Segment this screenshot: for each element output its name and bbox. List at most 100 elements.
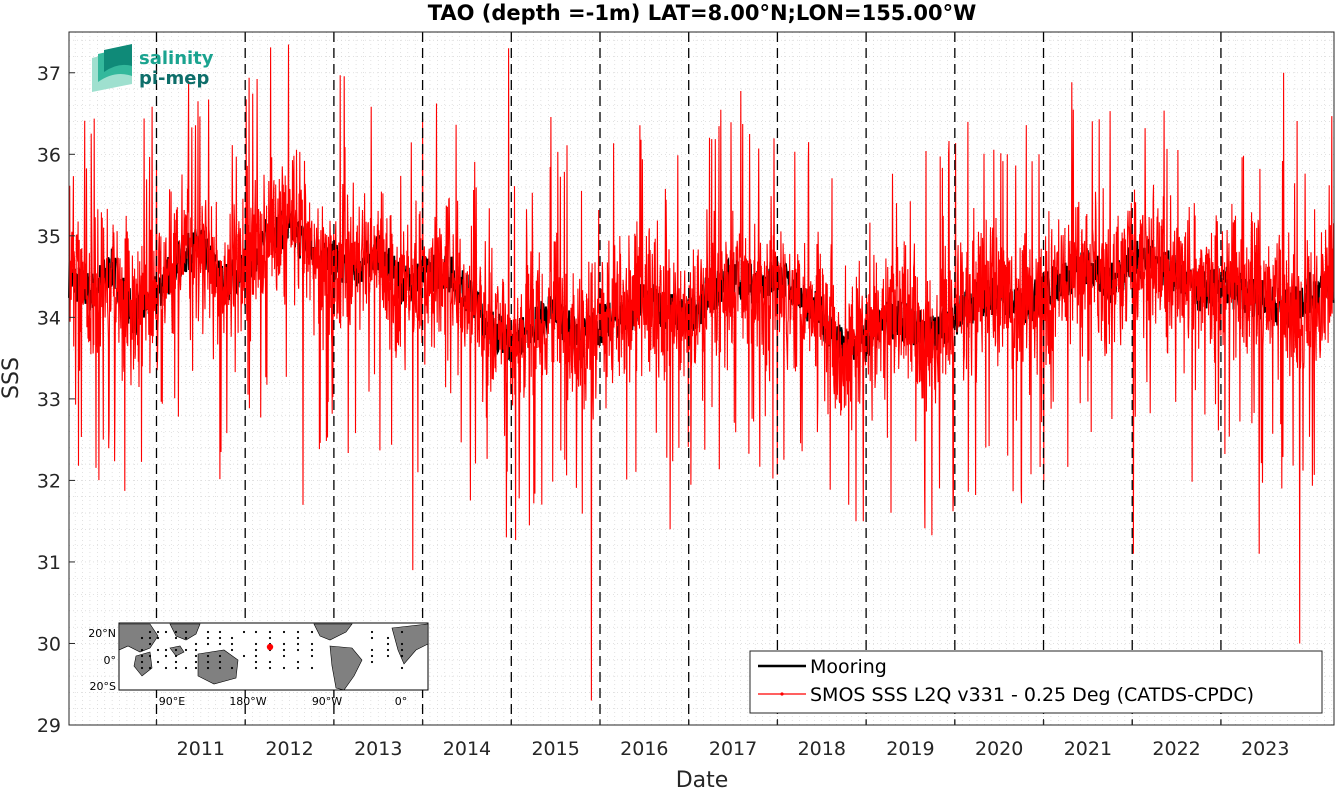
inset-mooring-dot xyxy=(206,654,210,658)
inset-mooring-dot xyxy=(206,642,210,646)
inset-mooring-dot xyxy=(156,630,160,634)
x-tick-label: 2015 xyxy=(531,738,579,760)
y-tick-label: 32 xyxy=(37,470,61,492)
x-tick-label: 2017 xyxy=(709,738,757,760)
inset-mooring-dot xyxy=(194,654,198,658)
inset-mooring-dot xyxy=(230,648,234,652)
inset-map: 20°N 0° 20°S 90°E 180°W 90°W 0° xyxy=(88,622,429,708)
inset-lat-label-20s: 20°S xyxy=(90,680,116,693)
inset-lat-label-20n: 20°N xyxy=(88,627,116,640)
inset-lon-label-90e: 90°E xyxy=(159,695,185,708)
inset-mooring-dot xyxy=(310,630,314,634)
inset-mooring-dot xyxy=(140,666,144,670)
x-tick-label: 2011 xyxy=(177,738,225,760)
logo-wave-icon xyxy=(92,44,132,92)
inset-mooring-dot xyxy=(268,660,272,664)
inset-mooring-dot xyxy=(370,660,374,664)
inset-mooring-dot xyxy=(400,666,404,670)
inset-mooring-dot xyxy=(206,636,210,640)
inset-mooring-dot xyxy=(370,654,374,658)
x-tick-label: 2023 xyxy=(1241,738,1289,760)
x-tick-label: 2016 xyxy=(620,738,668,760)
inset-mooring-dot xyxy=(296,660,300,664)
inset-mooring-dot xyxy=(386,642,390,646)
inset-mooring-dot xyxy=(268,630,272,634)
inset-mooring-dot xyxy=(156,648,160,652)
inset-mooring-dot xyxy=(370,648,374,652)
inset-mooring-dot xyxy=(174,654,178,658)
x-tick-label: 2012 xyxy=(265,738,313,760)
axes-frame xyxy=(68,31,1335,726)
inset-mooring-dot xyxy=(386,654,390,658)
inset-mooring-dot xyxy=(148,654,152,658)
y-tick-label: 29 xyxy=(37,715,61,737)
series-smos-line xyxy=(68,44,1335,701)
inset-mooring-dot xyxy=(164,654,168,658)
inset-mooring-dot xyxy=(206,660,210,664)
y-tick-label: 37 xyxy=(37,63,61,85)
inset-mooring-dot xyxy=(218,660,222,664)
inset-mooring-dot xyxy=(174,660,178,664)
inset-mooring-dot xyxy=(218,666,222,670)
inset-lon-label-180w: 180°W xyxy=(229,695,266,708)
inset-mooring-dot xyxy=(282,648,286,652)
grid xyxy=(69,32,1334,726)
y-tick-label: 31 xyxy=(37,552,61,574)
inset-mooring-dot xyxy=(184,630,188,634)
legend-label-smos: SMOS SSS L2Q v331 - 0.25 Deg (CATDS-CPDC… xyxy=(810,684,1254,706)
inset-mooring-dot xyxy=(254,666,258,670)
inset-mooring-dot xyxy=(194,642,198,646)
inset-mooring-dot xyxy=(230,642,234,646)
inset-mooring-dot xyxy=(282,642,286,646)
inset-mooring-dot xyxy=(140,636,144,640)
inset-mooring-dot xyxy=(282,630,286,634)
inset-mooring-dot xyxy=(148,666,152,670)
inset-mooring-dot xyxy=(268,666,272,670)
inset-mooring-dot xyxy=(400,648,404,652)
y-tick-label: 36 xyxy=(37,144,61,166)
inset-mooring-dot xyxy=(140,654,144,658)
inset-mooring-dot xyxy=(184,636,188,640)
x-tick-label: 2020 xyxy=(975,738,1023,760)
inset-mooring-dot xyxy=(174,666,178,670)
legend-label-mooring: Mooring xyxy=(810,656,887,678)
x-tick-label: 2019 xyxy=(886,738,934,760)
legend-marker-smos xyxy=(780,692,784,696)
inset-mooring-dot xyxy=(140,660,144,664)
inset-mooring-dot xyxy=(370,636,374,640)
inset-mooring-dot xyxy=(310,648,314,652)
inset-mooring-dot xyxy=(296,642,300,646)
inset-mooring-dot xyxy=(174,648,178,652)
inset-mooring-dot xyxy=(218,636,222,640)
inset-mooring-dots xyxy=(140,630,404,670)
legend: Mooring SMOS SSS L2Q v331 - 0.25 Deg (CA… xyxy=(749,650,1323,714)
inset-mooring-dot xyxy=(164,648,168,652)
inset-mooring-dot xyxy=(174,630,178,634)
x-tick-label: 2022 xyxy=(1152,738,1200,760)
inset-mooring-dot xyxy=(164,630,168,634)
inset-mooring-dot xyxy=(174,636,178,640)
inset-mooring-dot xyxy=(254,648,258,652)
inset-mooring-dot xyxy=(296,666,300,670)
inset-mooring-dot xyxy=(386,636,390,640)
inset-mooring-dot xyxy=(296,630,300,634)
inset-mooring-dot xyxy=(184,666,188,670)
inset-mooring-dot xyxy=(400,630,404,634)
inset-mooring-dot xyxy=(254,642,258,646)
inset-mooring-dot xyxy=(218,630,222,634)
inset-mooring-dot xyxy=(296,648,300,652)
chart-title: TAO (depth =-1m) LAT=8.00°N;LON=155.00°W xyxy=(428,1,977,25)
inset-lat-label-0: 0° xyxy=(104,654,117,667)
inset-mooring-dot xyxy=(310,642,314,646)
inset-mooring-dot xyxy=(194,666,198,670)
y-tick-label: 34 xyxy=(37,307,61,329)
inset-mooring-dot xyxy=(206,630,210,634)
inset-map-frame xyxy=(118,622,429,691)
y-tick-labels: 29 30 31 32 33 34 35 36 37 xyxy=(37,63,75,737)
series-layer xyxy=(68,32,1335,725)
inset-mooring-dot xyxy=(242,630,246,634)
x-tick-label: 2018 xyxy=(798,738,846,760)
inset-mooring-dot xyxy=(268,636,272,640)
inset-lon-label-0: 0° xyxy=(395,695,408,708)
